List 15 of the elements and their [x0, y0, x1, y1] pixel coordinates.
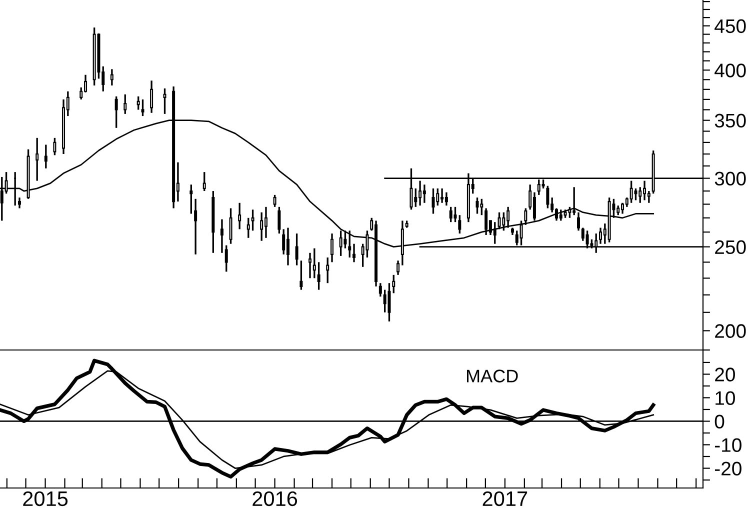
- x-tick-label: 2016: [252, 491, 298, 506]
- y-tick-label: 0: [714, 414, 724, 428]
- y-tick-label: 400: [714, 64, 746, 78]
- y-tick-label: 200: [715, 324, 746, 338]
- y-tick-label: 250: [715, 240, 746, 254]
- y-tick-label: 350: [714, 114, 746, 128]
- x-tick-label: 2017: [482, 491, 528, 506]
- y-tick-label: -10: [714, 438, 742, 452]
- annotation: MACD: [467, 370, 518, 382]
- y-tick-label: 450: [714, 19, 746, 34]
- y-tick-label: 300: [714, 172, 746, 186]
- x-tick-label: 2015: [23, 491, 68, 506]
- y-tick-label: -20: [714, 462, 742, 476]
- y-tick-label: 20: [715, 368, 735, 382]
- y-tick-label: 10: [716, 391, 735, 405]
